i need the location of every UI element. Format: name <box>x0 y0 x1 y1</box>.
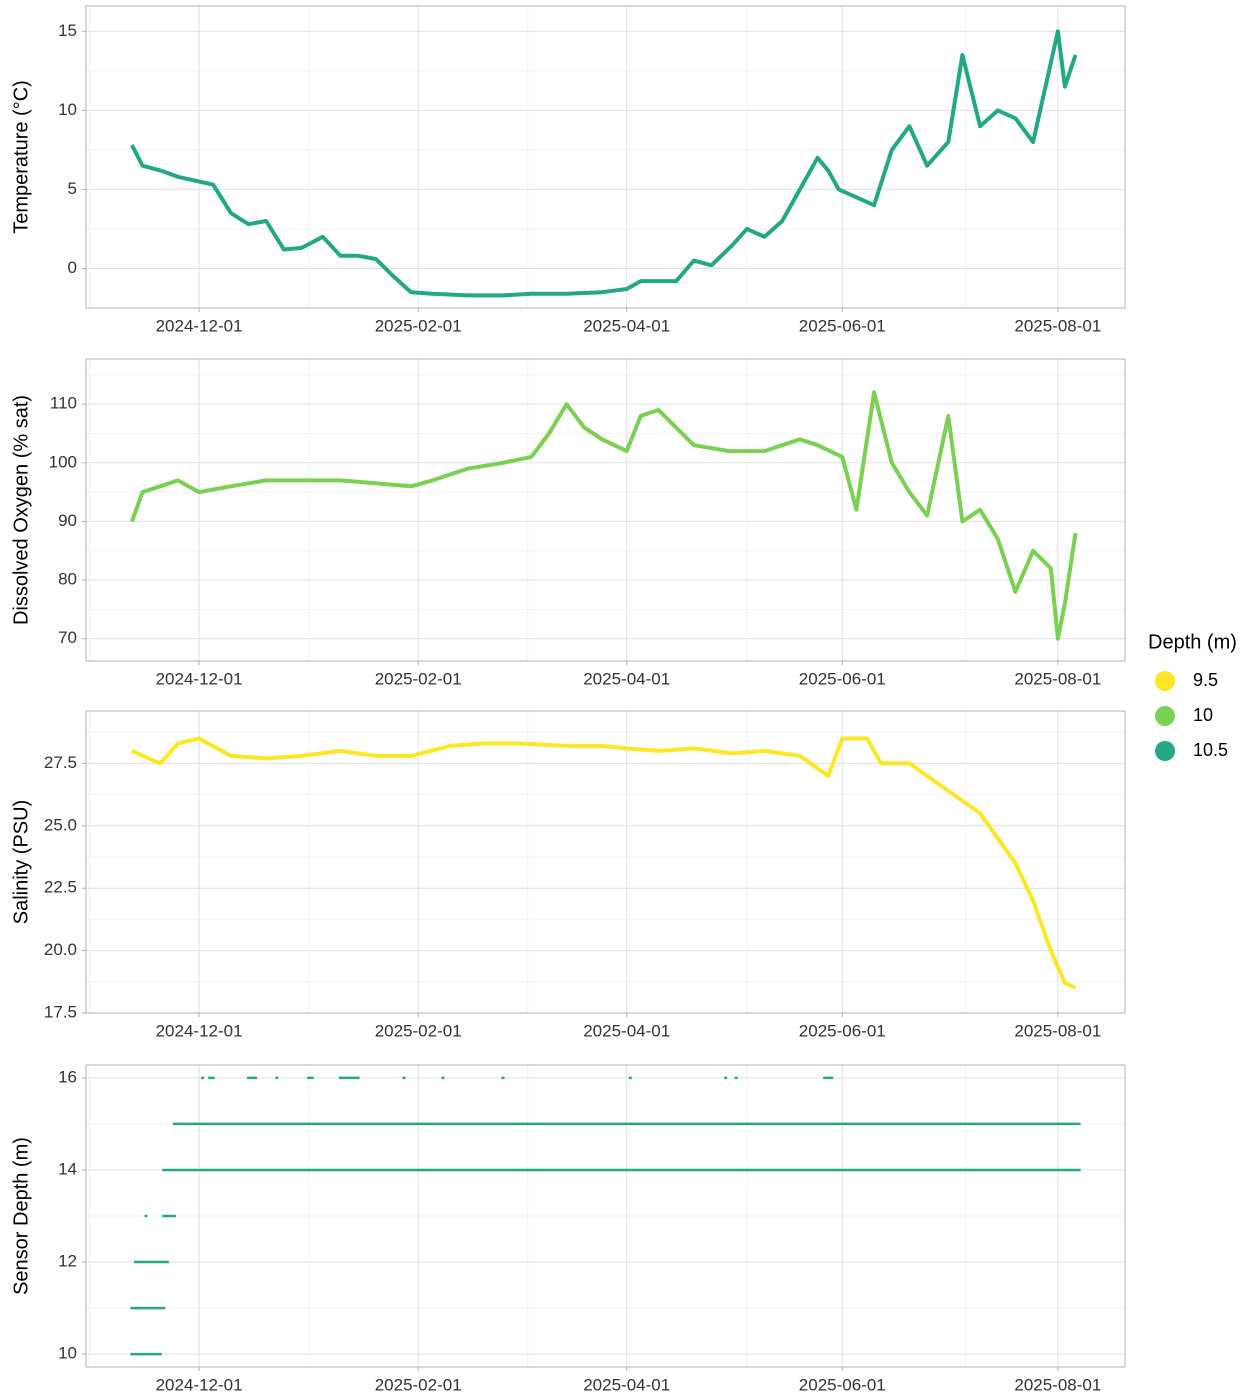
x-tick-label: 2025-06-01 <box>799 316 886 335</box>
y-axis-label: Temperature (°C) <box>10 80 32 234</box>
x-tick-label: 2025-02-01 <box>375 1375 462 1394</box>
x-tick-label: 2025-06-01 <box>799 669 886 688</box>
x-tick-label: 2025-02-01 <box>375 316 462 335</box>
y-axis-label: Sensor Depth (m) <box>10 1137 32 1295</box>
x-tick-label: 2024-12-01 <box>156 316 243 335</box>
y-tick-label: 14 <box>58 1159 77 1178</box>
y-tick-label: 15 <box>58 21 77 40</box>
y-tick-label: 110 <box>50 394 77 413</box>
y-tick-label: 10 <box>58 100 77 119</box>
legend-label: 10.5 <box>1193 740 1228 760</box>
legend-label: 9.5 <box>1193 670 1218 690</box>
y-tick-label: 20.0 <box>44 940 77 959</box>
y-tick-label: 80 <box>58 570 77 589</box>
x-tick-label: 2025-06-01 <box>799 1375 886 1394</box>
x-tick-label: 2025-04-01 <box>583 1375 670 1394</box>
x-tick-label: 2024-12-01 <box>156 669 243 688</box>
series-line <box>130 29 1078 298</box>
y-tick-label: 17.5 <box>44 1002 77 1021</box>
x-tick-label: 2024-12-01 <box>156 1375 243 1394</box>
panel-border <box>85 1064 1126 1368</box>
y-tick-label: 16 <box>58 1067 77 1086</box>
panel-border <box>85 710 1126 1014</box>
x-tick-label: 2025-08-01 <box>1014 1021 1101 1040</box>
y-tick-label: 0 <box>68 258 77 277</box>
legend-swatch <box>1155 671 1175 691</box>
x-tick-label: 2025-04-01 <box>583 316 670 335</box>
x-tick-label: 2025-08-01 <box>1014 669 1101 688</box>
x-tick-label: 2025-08-01 <box>1014 1375 1101 1394</box>
y-tick-label: 70 <box>58 628 77 647</box>
legend-swatch <box>1155 741 1175 761</box>
legend-swatch <box>1155 706 1175 726</box>
legend-label: 10 <box>1193 705 1213 725</box>
x-tick-label: 2025-06-01 <box>799 1021 886 1040</box>
y-axis-label: Dissolved Oxygen (% sat) <box>10 395 32 625</box>
x-tick-label: 2024-12-01 <box>156 1021 243 1040</box>
x-tick-label: 2025-08-01 <box>1014 316 1101 335</box>
y-tick-label: 90 <box>58 511 77 530</box>
y-tick-label: 100 <box>49 452 77 471</box>
series-line <box>130 390 1078 641</box>
legend-title: Depth (m) <box>1148 631 1237 653</box>
x-tick-label: 2025-02-01 <box>375 1021 462 1040</box>
y-tick-label: 10 <box>58 1344 77 1363</box>
y-axis-label: Salinity (PSU) <box>10 800 32 924</box>
y-tick-label: 27.5 <box>44 753 77 772</box>
y-tick-label: 25.0 <box>44 815 77 834</box>
series-line <box>131 736 1077 990</box>
y-tick-label: 12 <box>58 1252 77 1271</box>
panel-border <box>85 358 1126 662</box>
x-tick-label: 2025-04-01 <box>583 669 670 688</box>
x-tick-label: 2025-02-01 <box>375 669 462 688</box>
y-tick-label: 22.5 <box>44 878 77 897</box>
x-tick-label: 2025-04-01 <box>583 1021 670 1040</box>
y-tick-label: 5 <box>68 179 77 198</box>
panel-border <box>85 5 1126 309</box>
